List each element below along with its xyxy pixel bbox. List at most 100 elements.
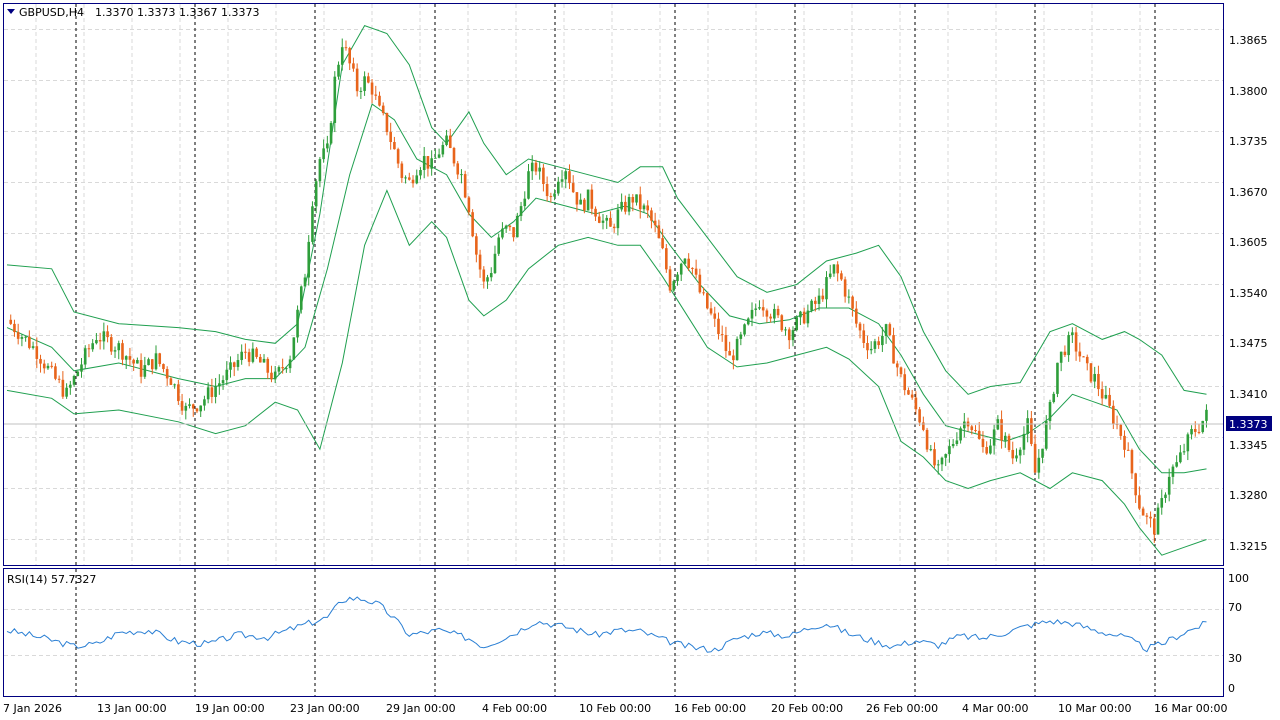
candle-body xyxy=(1205,409,1208,421)
candle-body xyxy=(594,208,597,217)
candle-body xyxy=(571,183,575,193)
candle-body xyxy=(333,76,337,123)
candle-body xyxy=(683,258,687,264)
candle-body xyxy=(828,273,832,278)
candle-body xyxy=(653,220,657,226)
candle-body xyxy=(87,348,91,350)
candle-body xyxy=(65,387,68,397)
candle-body xyxy=(784,329,787,331)
candle-body xyxy=(970,426,974,431)
candle-body xyxy=(750,309,754,319)
candle-body xyxy=(665,248,668,270)
candle-body xyxy=(1186,434,1190,452)
candle-body xyxy=(1130,450,1134,474)
time-axis-label: 13 Jan 00:00 xyxy=(97,702,167,715)
candle-body xyxy=(1063,351,1067,356)
candle-body xyxy=(1067,335,1070,356)
candle-body xyxy=(173,384,176,386)
candle-body xyxy=(851,296,854,309)
candle-body xyxy=(188,404,191,406)
candle-body xyxy=(195,408,199,412)
candle-body xyxy=(508,225,512,228)
candle-body xyxy=(612,226,616,229)
candle-body xyxy=(1018,449,1022,456)
candle-body xyxy=(1126,449,1130,451)
candle-body xyxy=(259,356,262,363)
candle-body xyxy=(482,269,486,282)
candle-body xyxy=(158,353,162,365)
price-axis-label: 1.3475 xyxy=(1229,337,1268,350)
time-axis[interactable]: 7 Jan 2026 13 Jan 00:00 19 Jan 00:00 23 … xyxy=(3,702,1227,715)
candles[interactable] xyxy=(9,38,1208,543)
candle-body xyxy=(1041,448,1044,458)
candle-body xyxy=(914,397,918,410)
candle-body xyxy=(329,122,333,144)
rsi-axis[interactable]: 100 70 30 0 xyxy=(1228,572,1249,695)
candle-body xyxy=(292,337,296,360)
candle-body xyxy=(445,135,448,145)
candle-body xyxy=(862,330,866,344)
candle-body xyxy=(553,193,556,197)
candle-body xyxy=(948,446,951,455)
candle-body xyxy=(326,143,329,149)
candle-body xyxy=(799,311,802,318)
candle-body xyxy=(534,162,538,172)
candle-body xyxy=(925,429,929,450)
time-axis-label: 4 Mar 00:00 xyxy=(962,702,1028,715)
price-axis-label: 1.3410 xyxy=(1229,388,1268,401)
candle-body xyxy=(307,241,311,278)
candle-body xyxy=(951,443,955,447)
candle-body xyxy=(635,194,638,203)
candle-body xyxy=(504,225,508,229)
candle-body xyxy=(493,253,497,274)
rsi-indicator xyxy=(6,596,1207,653)
current-price-tag xyxy=(1226,416,1272,431)
candle-body xyxy=(180,401,184,411)
time-axis-label: 16 Feb 00:00 xyxy=(674,702,746,715)
symbol-dropdown-triangle-icon[interactable] xyxy=(7,9,15,14)
candle-body xyxy=(501,228,504,238)
candle-body xyxy=(191,404,195,409)
candle-body xyxy=(687,258,690,268)
candle-body xyxy=(132,359,135,364)
candle-body xyxy=(717,318,720,335)
symbol-name[interactable]: GBPUSD,H4 xyxy=(19,6,84,19)
candle-body xyxy=(638,194,642,210)
rsi-level-label: 30 xyxy=(1228,652,1242,665)
candle-body xyxy=(467,197,471,213)
candle-body xyxy=(359,90,363,92)
candle-body xyxy=(76,371,80,377)
candle-body xyxy=(810,300,813,311)
candle-body xyxy=(61,379,65,397)
candle-body xyxy=(776,308,780,316)
candle-body xyxy=(944,454,947,458)
candle-body xyxy=(1193,429,1197,432)
candle-body xyxy=(1071,332,1074,336)
candle-body xyxy=(303,277,307,287)
price-axis[interactable]: 1.3865 1.3800 1.3735 1.3670 1.3605 1.354… xyxy=(1229,34,1268,553)
candle-body xyxy=(1119,424,1123,436)
candle-body xyxy=(955,440,959,444)
candle-body xyxy=(1153,518,1156,535)
candle-body xyxy=(564,171,568,180)
candle-body xyxy=(430,158,433,169)
candle-body xyxy=(318,159,322,182)
candle-body xyxy=(992,429,996,446)
candle-body xyxy=(214,386,217,397)
candle-body xyxy=(106,331,109,338)
candle-body xyxy=(1164,494,1167,499)
candle-body xyxy=(266,358,270,373)
candle-body xyxy=(720,334,724,336)
candle-body xyxy=(832,264,836,274)
candle-body xyxy=(787,329,791,341)
candle-body xyxy=(370,82,374,95)
candle-body xyxy=(1100,389,1104,399)
price-axis-label: 1.3800 xyxy=(1229,85,1268,98)
candle-body xyxy=(277,367,281,372)
time-axis-label: 29 Jan 00:00 xyxy=(386,702,456,715)
candle-body xyxy=(899,367,903,375)
candle-body xyxy=(709,308,713,314)
current-price-value: 1.3373 xyxy=(1229,418,1268,431)
candle-body xyxy=(396,149,400,164)
